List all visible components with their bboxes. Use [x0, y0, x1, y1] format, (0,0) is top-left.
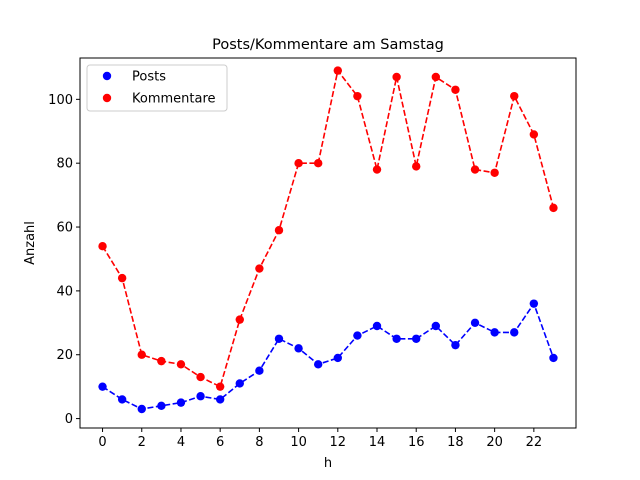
legend-box: [86, 64, 228, 112]
x-axis: 0 2 4 6 8 10 12 14 16 18 20 22: [98, 428, 542, 450]
data-point-posts: [529, 299, 539, 308]
y-tick-label: 0: [65, 412, 73, 427]
x-tick-label: 16: [408, 435, 425, 450]
data-point-kommentare: [117, 273, 127, 283]
x-tick-label: 0: [98, 435, 106, 450]
data-point-posts: [274, 334, 284, 343]
data-point-kommentare: [235, 315, 244, 324]
data-point-posts: [431, 321, 441, 331]
data-point-posts: [294, 344, 303, 353]
x-axis-label: h: [324, 456, 332, 471]
data-point-posts: [490, 328, 499, 337]
x-tick-label: 20: [486, 435, 503, 450]
data-point-posts: [353, 331, 362, 340]
data-point-kommentare: [510, 91, 519, 101]
data-point-posts: [372, 321, 382, 331]
data-point-kommentare: [490, 168, 499, 177]
x-tick-label: 6: [216, 435, 224, 450]
y-tick-label: 40: [56, 284, 73, 299]
x-tick-label: 2: [138, 435, 146, 450]
data-point-posts: [333, 353, 343, 363]
data-point-posts: [451, 340, 460, 350]
data-point-kommentare: [98, 241, 107, 251]
data-point-posts: [510, 328, 519, 337]
data-point-posts: [215, 395, 225, 404]
data-point-posts: [117, 395, 127, 404]
plot-frame: [79, 57, 577, 429]
data-point-posts: [157, 401, 166, 411]
data-point-posts: [137, 404, 146, 414]
series-kommentare: [98, 66, 558, 391]
x-tick-label: 10: [290, 435, 307, 450]
data-point-kommentare: [549, 203, 558, 213]
data-point-kommentare: [215, 382, 225, 391]
y-tick-label: 80: [56, 157, 73, 172]
series-line-kommentare: [101, 68, 555, 388]
data-point-posts: [470, 318, 480, 328]
data-point-kommentare: [313, 158, 323, 168]
data-point-kommentare: [157, 356, 166, 366]
y-axis: 0 20 40 60 80 100: [48, 93, 80, 427]
legend-label-kommentare: Kommentare: [132, 92, 216, 107]
x-tick-label: 8: [255, 435, 263, 450]
data-point-kommentare: [294, 158, 303, 168]
data-point-posts: [412, 334, 421, 343]
data-point-kommentare: [196, 372, 205, 382]
data-point-kommentare: [353, 91, 362, 101]
y-axis-label: Anzahl: [23, 221, 38, 265]
data-point-kommentare: [137, 350, 146, 359]
x-tick-label: 14: [369, 435, 386, 450]
data-point-kommentare: [372, 165, 382, 174]
data-point-kommentare: [333, 66, 343, 75]
series-layer: [98, 66, 558, 414]
y-tick-label: 60: [56, 221, 73, 236]
data-point-posts: [313, 360, 323, 369]
data-point-kommentare: [470, 165, 480, 174]
legend-marker-posts: [102, 71, 112, 81]
data-point-posts: [392, 334, 401, 343]
series-posts: [98, 299, 558, 414]
data-point-posts: [196, 392, 205, 401]
data-point-posts: [255, 366, 264, 375]
x-tick-label: 4: [177, 435, 185, 450]
data-point-kommentare: [431, 72, 441, 82]
series-line-posts: [102, 301, 555, 410]
legend-marker-kommentare: [102, 93, 112, 103]
data-point-kommentare: [392, 72, 401, 82]
y-tick-label: 100: [48, 93, 73, 108]
x-tick-label: 22: [526, 435, 543, 450]
legend-label-posts: Posts: [132, 70, 166, 85]
data-point-kommentare: [274, 226, 284, 235]
data-point-kommentare: [412, 162, 421, 171]
data-point-kommentare: [529, 130, 539, 139]
data-point-posts: [235, 379, 244, 388]
data-point-posts: [549, 353, 558, 363]
data-point-kommentare: [176, 360, 186, 369]
x-tick-label: 18: [447, 435, 464, 450]
data-point-posts: [176, 398, 186, 407]
chart-title: Posts/Kommentare am Samstag: [212, 37, 444, 53]
data-point-posts: [98, 382, 107, 391]
x-tick-label: 12: [330, 435, 347, 450]
y-tick-label: 20: [56, 348, 73, 363]
legend: Posts Kommentare: [86, 64, 228, 112]
data-point-kommentare: [255, 264, 264, 273]
data-point-kommentare: [451, 85, 460, 94]
